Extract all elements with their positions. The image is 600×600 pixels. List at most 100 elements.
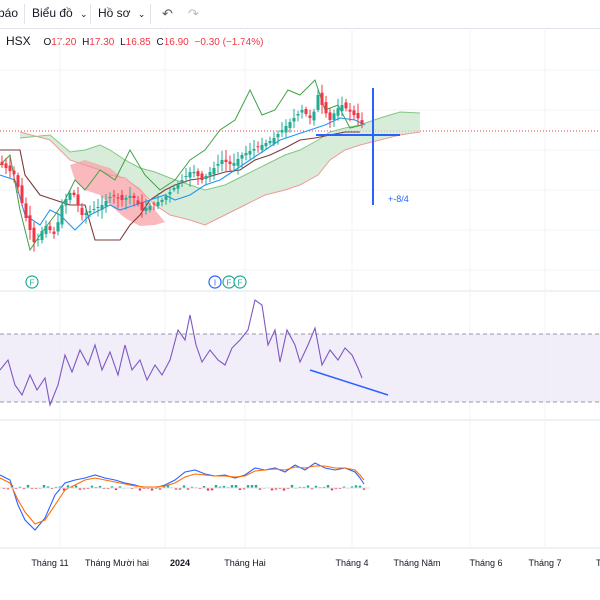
candle-body <box>240 155 244 159</box>
event-marker-i[interactable]: I <box>208 275 222 289</box>
macd-histogram-bar <box>78 488 82 490</box>
high-label: H <box>82 37 90 48</box>
candle-body <box>268 141 272 144</box>
price-gridlines <box>0 28 600 548</box>
macd-histogram-bar <box>354 485 358 488</box>
candle-body <box>184 176 188 178</box>
candle-body <box>148 206 152 210</box>
candle-body <box>128 196 132 198</box>
macd-histogram-bar <box>46 486 50 488</box>
candle-body <box>152 203 156 205</box>
menu-item-alerts[interactable]: báo <box>0 6 19 20</box>
candle-body <box>192 172 196 174</box>
change-value: −0.30 (−1.74%) <box>194 37 264 48</box>
macd-histogram-bar <box>110 486 114 488</box>
macd-histogram-bar <box>94 486 98 488</box>
candle-body <box>140 201 144 210</box>
candle-body <box>80 207 84 215</box>
rsi-trendline[interactable] <box>309 369 389 396</box>
time-axis-label: Tháng 4 <box>335 558 368 568</box>
event-marker-f3[interactable]: F <box>233 275 247 289</box>
candle-body <box>304 108 308 114</box>
macd-histogram-bar <box>206 488 210 491</box>
low-label: L <box>120 37 126 48</box>
macd-histogram-bar <box>214 485 218 488</box>
candle-body <box>12 170 16 175</box>
redo-icon[interactable]: ↷ <box>188 6 199 21</box>
candle-body <box>0 161 4 165</box>
candle-body <box>24 203 28 218</box>
undo-icon[interactable]: ↶ <box>162 6 173 21</box>
candle-body <box>312 111 316 121</box>
open-label: O <box>43 37 52 48</box>
macd-histogram-bar <box>150 488 154 491</box>
rsi-band <box>0 334 600 402</box>
macd-histogram-bar <box>350 486 354 488</box>
menu-item-profile-label: Hồ sơ <box>98 6 131 20</box>
event-marker-f2[interactable]: F <box>222 275 236 289</box>
candle-body <box>112 195 116 197</box>
candle-body <box>4 163 8 169</box>
kijun-line <box>0 131 360 241</box>
candle-body <box>88 211 92 213</box>
open-value: 17.20 <box>51 37 77 48</box>
time-axis-label: 2024 <box>170 558 190 568</box>
macd-histogram-bar <box>230 485 234 488</box>
candle-body <box>44 226 48 234</box>
candle-body <box>204 176 208 179</box>
macd-histogram-bar <box>362 488 366 490</box>
candle-body <box>72 192 76 195</box>
candle-body <box>108 197 112 199</box>
macd-histogram-bar <box>326 485 330 488</box>
candle-body <box>8 165 12 172</box>
macd-histogram-bar <box>186 488 190 490</box>
macd-histogram-bar <box>174 488 178 490</box>
time-axis-label: Tháng 11 <box>31 558 68 568</box>
candle-body <box>36 239 40 241</box>
macd-histogram-bar <box>222 485 226 488</box>
annotation-label[interactable]: +-8/4 <box>388 194 409 204</box>
candle-body <box>60 205 64 225</box>
candle-body <box>208 172 212 176</box>
macd-histogram-bar <box>130 488 134 490</box>
candle-body <box>164 196 168 200</box>
candle-body <box>300 110 304 113</box>
candle-body <box>160 200 164 202</box>
time-axis-label: Tháng Mười hai <box>85 558 149 568</box>
candle-body <box>212 168 216 175</box>
candle-body <box>200 173 204 180</box>
time-axis-label: Tháng Năm <box>393 558 440 568</box>
candle-body <box>176 184 180 189</box>
event-marker-label: F <box>227 279 232 288</box>
candle-body <box>308 115 312 118</box>
candle-body <box>216 164 220 166</box>
candle-body <box>324 102 328 114</box>
candle-body <box>144 208 148 211</box>
close-label: C <box>156 37 164 48</box>
macd-histogram-bar <box>26 484 30 488</box>
macd-histogram-bar <box>334 488 338 490</box>
macd-histogram-bar <box>358 485 362 488</box>
event-marker-label: F <box>30 279 35 288</box>
event-marker-f1[interactable]: F <box>25 275 39 289</box>
time-axis-label: Th <box>596 558 600 568</box>
candle-body <box>28 215 32 230</box>
time-axis-label: Tháng 6 <box>469 558 502 568</box>
macd-histogram-bar <box>178 488 182 490</box>
candle-body <box>120 195 124 200</box>
candle-body <box>316 95 320 111</box>
candle-body <box>276 134 280 138</box>
macd-histogram-bar <box>6 488 10 490</box>
candle-body <box>320 92 324 105</box>
candle-body <box>256 146 260 148</box>
candle-body <box>132 195 136 198</box>
macd-histogram-bar <box>306 485 310 488</box>
candle-body <box>232 163 236 166</box>
toolbar-divider <box>90 4 91 24</box>
event-marker-label: F <box>238 279 243 288</box>
macd-histogram-bar <box>114 488 118 491</box>
menu-item-profile[interactable]: Hồ sơ ⌄ <box>98 6 145 20</box>
time-axis[interactable]: Tháng 11 Tháng Mười hai 2024 Tháng Hai T… <box>31 558 600 568</box>
menu-item-chart[interactable]: Biểu đồ ⌄ <box>32 6 88 20</box>
